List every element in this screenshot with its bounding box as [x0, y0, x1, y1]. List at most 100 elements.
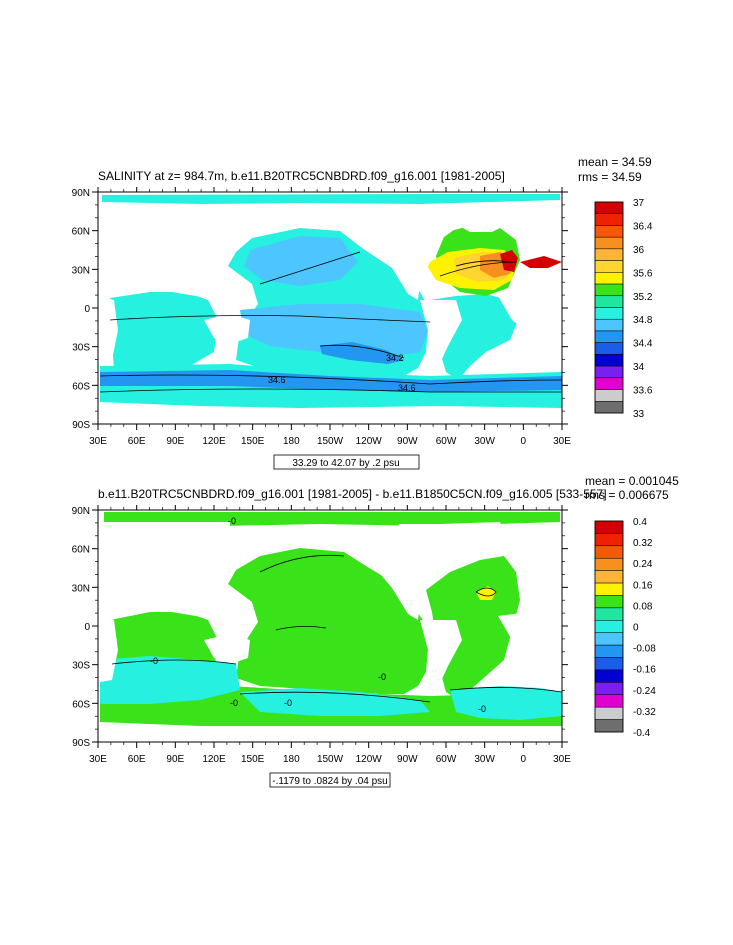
y-tick-label: 90N — [72, 506, 90, 517]
colorbar-swatch — [594, 657, 624, 671]
colorbar-label: 0.24 — [633, 559, 653, 570]
x-tick-label: 180 — [283, 436, 300, 447]
panel-2-australia — [204, 634, 250, 664]
panel-1-africa — [100, 296, 118, 362]
y-tick-label: 90S — [72, 420, 90, 431]
panel-1-north-america — [360, 206, 462, 300]
colorbar-label: 0.08 — [633, 601, 653, 612]
panel-2-contour-label: -0 — [150, 656, 158, 666]
panel-1-contours — [99, 251, 562, 393]
y-tick-label: 0 — [84, 622, 90, 633]
colorbar-swatch — [594, 682, 624, 696]
panel-1-contour-line — [259, 251, 361, 285]
colorbar-swatch — [594, 557, 624, 571]
x-tick-label: 150E — [241, 754, 265, 765]
colorbar-swatch — [594, 365, 624, 379]
x-tick-label: 0 — [521, 754, 527, 765]
x-tick-label: 30E — [89, 436, 107, 447]
colorbar-label: 34 — [633, 362, 645, 373]
colorbar-swatch — [594, 260, 624, 273]
y-tick-label: 0 — [84, 304, 90, 315]
panel-1: SALINITY at z= 984.7m, b.e11.B20TRC5CNBD… — [72, 155, 653, 470]
panel-1-contour-line — [109, 315, 431, 323]
x-tick-label: 120W — [356, 754, 383, 765]
panel-1-contour-line — [99, 374, 562, 385]
panel-2-pacific-ocean — [228, 548, 430, 694]
y-tick-label: 30S — [72, 661, 90, 672]
panel-2-contours — [111, 554, 562, 703]
colorbar-swatch — [594, 607, 624, 621]
panel-1-south-pacific-pool — [240, 304, 428, 358]
x-tick-label: 30E — [553, 754, 571, 765]
x-tick-label: 0 — [521, 436, 527, 447]
panel-1-mediterranean — [520, 256, 562, 268]
panel-2-south-america — [420, 620, 462, 696]
panel-1-greenland — [450, 204, 508, 232]
panel-2-greenland — [440, 522, 508, 552]
panel-2-atlantic-ocean — [426, 556, 520, 700]
colorbar-label: -0.16 — [633, 665, 656, 676]
panel-2-contour-label: -0 — [230, 698, 238, 708]
x-tick-label: 60E — [128, 754, 146, 765]
panel-2-info-box — [269, 772, 391, 788]
colorbar-swatch — [594, 401, 624, 414]
x-tick-label: 60E — [128, 436, 146, 447]
panel-2-antarctica — [98, 726, 562, 742]
colorbar-swatch — [594, 694, 624, 708]
colorbar-label: 33 — [633, 409, 645, 420]
colorbar-swatch — [594, 201, 624, 214]
panel-1-info-box — [273, 454, 420, 470]
panel-1-contour-line — [439, 261, 517, 277]
panel-2-north-america — [360, 524, 462, 620]
colorbar-label: 34.4 — [633, 339, 653, 350]
panel-1-africa-east — [498, 292, 562, 336]
panel-1-antarctica — [98, 408, 562, 424]
panel-2-eurasia — [100, 522, 230, 620]
panel-1-map: 34.2 34.6 34.6 — [98, 192, 562, 424]
panel-1-contour-info: 33.29 to 42.07 by .2 psu — [292, 458, 399, 469]
colorbar-swatch — [594, 644, 624, 658]
panel-1-y-ticks: 90N 60N 30N 0 30S 60S 90S — [72, 188, 568, 431]
x-tick-label: 90W — [397, 436, 418, 447]
y-tick-label: 90S — [72, 738, 90, 749]
colorbar-label: 36.4 — [633, 221, 653, 232]
colorbar-frame — [594, 520, 624, 733]
colorbar-swatch — [594, 669, 624, 683]
panel-1-colorbar: 37 36.4 36 35.6 35.2 34.8 34.4 34 33.6 33 — [594, 198, 653, 420]
y-tick-label: 60S — [72, 381, 90, 392]
panel-2-africa-east — [498, 612, 562, 656]
x-tick-label: 150W — [317, 754, 344, 765]
colorbar-swatch — [594, 533, 624, 547]
colorbar-swatch — [594, 377, 624, 390]
colorbar-label: 0.16 — [633, 580, 653, 591]
panel-2-map: -0 -0 -0 -0 -0 -0 — [98, 510, 562, 742]
colorbar-label: 0.4 — [633, 517, 647, 528]
x-tick-label: 180 — [283, 754, 300, 765]
panel-2-atlantic-south-negative — [450, 686, 562, 720]
colorbar-swatch — [594, 389, 624, 402]
panel-1-title: SALINITY at z= 984.7m, b.e11.B20TRC5CNBD… — [98, 169, 505, 183]
x-tick-label: 30W — [474, 754, 495, 765]
panel-1-na-red — [500, 250, 518, 272]
colorbar-label: 37 — [633, 198, 645, 209]
x-tick-label: 60W — [436, 754, 457, 765]
colorbar-label: 34.8 — [633, 315, 653, 326]
colorbar-label: -0.32 — [633, 707, 656, 718]
colorbar-swatch — [594, 545, 624, 559]
colorbar-label: -0.4 — [633, 728, 651, 739]
x-tick-label: 30E — [89, 754, 107, 765]
panel-2-africa — [100, 616, 118, 682]
x-tick-label: 90E — [166, 436, 184, 447]
panel-2-rms: rms = 0.006675 — [585, 488, 669, 502]
panel-1-australia — [204, 314, 250, 344]
panel-1-south-america — [420, 300, 462, 376]
colorbar-swatch — [594, 354, 624, 367]
panel-2-indian-negative — [100, 656, 240, 704]
panel-1-indian-ocean — [108, 292, 218, 372]
panel-2-contour-line — [275, 626, 327, 631]
colorbar-swatch — [594, 248, 624, 261]
x-tick-label: 120E — [202, 754, 226, 765]
colorbar-swatch — [594, 283, 624, 297]
panel-2-southern-negative — [240, 688, 430, 716]
